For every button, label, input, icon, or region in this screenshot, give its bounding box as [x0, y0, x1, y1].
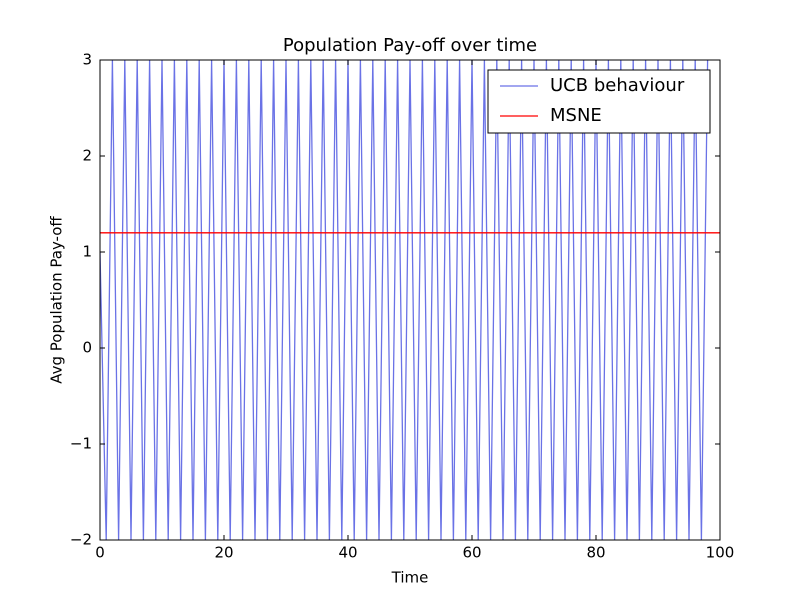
- x-tick-label: 80: [586, 544, 605, 562]
- legend-box: [487, 69, 711, 134]
- legend-label: MSNE: [550, 105, 602, 126]
- x-tick-label: 100: [706, 544, 735, 562]
- y-axis-label: Avg Population Pay-off: [48, 216, 66, 384]
- x-tick-label: 20: [214, 544, 233, 562]
- y-tick-label: 3: [82, 51, 92, 69]
- x-tick-label: 0: [95, 544, 105, 562]
- y-tick-label: −2: [70, 531, 92, 549]
- y-tick-label: 2: [82, 147, 92, 165]
- legend-label: UCB behaviour: [550, 75, 685, 96]
- plot-frame: [99, 59, 721, 541]
- chart-title: Population Pay-off over time: [283, 35, 537, 56]
- y-tick-label: −1: [70, 435, 92, 453]
- x-tick-label: 40: [338, 544, 357, 562]
- x-tick-label: 60: [462, 544, 481, 562]
- x-axis-label: Time: [391, 569, 429, 587]
- data-line: [100, 60, 709, 540]
- y-tick-label: 1: [82, 243, 92, 261]
- y-tick-label: 0: [82, 339, 92, 357]
